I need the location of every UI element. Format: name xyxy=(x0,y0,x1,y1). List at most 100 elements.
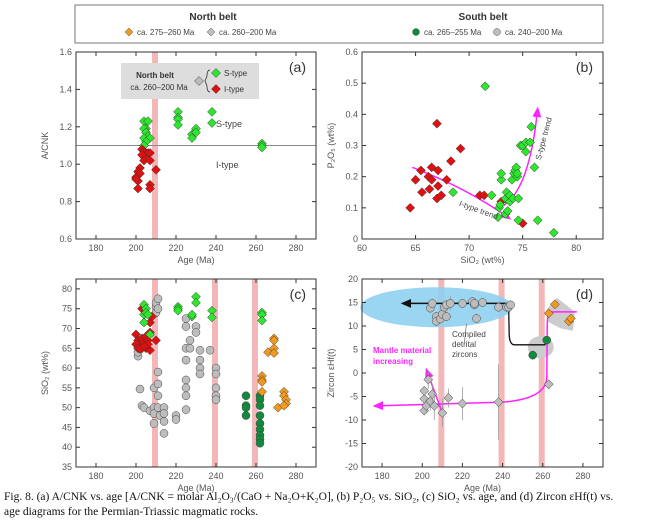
data-point xyxy=(257,315,267,326)
data-point xyxy=(455,143,466,154)
data-point xyxy=(257,386,267,397)
legend-north-item-2: ca. 260–200 Ma xyxy=(219,28,277,37)
age-band xyxy=(498,279,505,467)
data-point xyxy=(426,174,437,185)
x-tick-label: 220 xyxy=(168,243,183,253)
x-tick-label: 280 xyxy=(575,471,590,481)
data-point xyxy=(195,369,205,379)
legend-south-title: South belt xyxy=(459,12,509,23)
y-tick-label: 10 xyxy=(348,321,358,331)
x-tick-label: 200 xyxy=(128,243,143,253)
data-point xyxy=(532,215,543,226)
data-point xyxy=(255,401,265,410)
x-tick-label: 200 xyxy=(128,471,143,481)
y-tick-label: 1.4 xyxy=(59,84,72,94)
data-point xyxy=(187,309,197,320)
data-point xyxy=(405,202,416,213)
x-tick-label: 180 xyxy=(88,243,103,253)
data-point xyxy=(181,391,191,401)
data-point xyxy=(529,162,540,173)
data-point xyxy=(429,401,440,411)
data-point xyxy=(269,348,279,358)
y-tick-label: 0.5 xyxy=(345,78,358,88)
data-point xyxy=(457,398,468,409)
panel-c: 180 200 220 240 260 280 35 40 45 50 55 60 65 70 75 80 Ag… xyxy=(40,278,317,493)
data-point xyxy=(416,165,426,176)
data-point xyxy=(419,386,430,396)
x-tick-label: 260 xyxy=(248,243,263,253)
data-point xyxy=(543,379,554,390)
data-point xyxy=(566,313,576,324)
y-tick-label: 0.6 xyxy=(59,234,72,244)
data-point xyxy=(207,118,217,128)
panel-a: 180 200 220 240 260 280 0.6 0.8 1.0 1.2 1.4 1.6 Age … xyxy=(40,47,317,265)
legend-south-item-2: ca. 240–200 Ma xyxy=(505,28,563,37)
data-point xyxy=(135,384,145,394)
data-point xyxy=(173,305,183,316)
data-point xyxy=(493,212,503,223)
x-tick-label: 240 xyxy=(495,471,510,481)
data-point xyxy=(153,367,163,377)
data-point xyxy=(145,183,155,194)
data-point xyxy=(513,215,524,226)
detrital-trend-line xyxy=(507,303,548,346)
figure-caption: Fig. 8. (a) A/CNK vs. age [A/CNK = molar… xyxy=(4,490,654,520)
brace-icon xyxy=(204,69,211,93)
green-diamond-icon xyxy=(211,68,221,78)
red-diamond-icon xyxy=(211,84,221,94)
x-tick-label: 260 xyxy=(535,471,550,481)
y-tick-label: 0.3 xyxy=(345,141,358,151)
data-point xyxy=(548,227,559,238)
data-point xyxy=(470,299,479,308)
data-point xyxy=(153,294,163,304)
data-point xyxy=(458,299,467,308)
y-tick-label: 15 xyxy=(348,298,358,308)
s-type-label: S-type xyxy=(216,119,242,129)
x-tick-label: 65 xyxy=(411,243,421,253)
data-point xyxy=(506,300,515,310)
data-point xyxy=(486,190,497,201)
data-point xyxy=(502,206,513,216)
y-tick-label: -15 xyxy=(345,439,358,449)
data-point xyxy=(526,121,537,132)
y-tick-label: 0.6 xyxy=(345,47,358,57)
data-point xyxy=(181,383,191,393)
data-point xyxy=(187,133,197,143)
y-tick-label: 0 xyxy=(353,368,358,378)
data-point xyxy=(428,299,437,308)
annotation-compiled: Compiled xyxy=(452,330,486,339)
y-tick-label: 0.1 xyxy=(345,203,358,213)
data-point xyxy=(185,336,195,345)
y-tick-label: 80 xyxy=(62,284,72,294)
data-point xyxy=(139,341,149,352)
data-point xyxy=(211,395,221,404)
gray-diamond-icon xyxy=(206,27,216,37)
data-point xyxy=(241,411,251,420)
x-tick-label: 75 xyxy=(518,243,528,253)
data-point xyxy=(145,155,155,166)
x-tick-label: 180 xyxy=(375,471,390,481)
x-tick-label: 220 xyxy=(168,471,183,481)
y-tick-label: 0.4 xyxy=(345,109,358,119)
y-tick-label: 55 xyxy=(62,383,72,393)
data-point xyxy=(151,335,161,346)
y-tick-label: 1.2 xyxy=(59,122,72,132)
data-point xyxy=(181,322,191,331)
data-point xyxy=(424,184,435,194)
data-point xyxy=(195,355,205,365)
x-tick-label: 200 xyxy=(415,471,430,481)
y-tick-label: 45 xyxy=(62,422,72,432)
data-point xyxy=(549,299,560,310)
data-point xyxy=(495,199,506,210)
panel-b: 60 65 70 75 80 0 0.1 0.2 0.3 0.4 0.5 0.6 SiO₂ (wt%) P… xyxy=(326,47,604,265)
y-axis-label: Zircon εHf(t) xyxy=(326,348,336,397)
x-tick-label: 260 xyxy=(248,471,263,481)
data-point xyxy=(143,116,153,127)
data-point xyxy=(432,118,442,129)
x-tick-label: 180 xyxy=(88,471,103,481)
data-point xyxy=(153,304,163,313)
y-tick-label: 0.2 xyxy=(345,172,358,182)
data-point xyxy=(171,415,181,424)
data-point xyxy=(149,419,159,428)
